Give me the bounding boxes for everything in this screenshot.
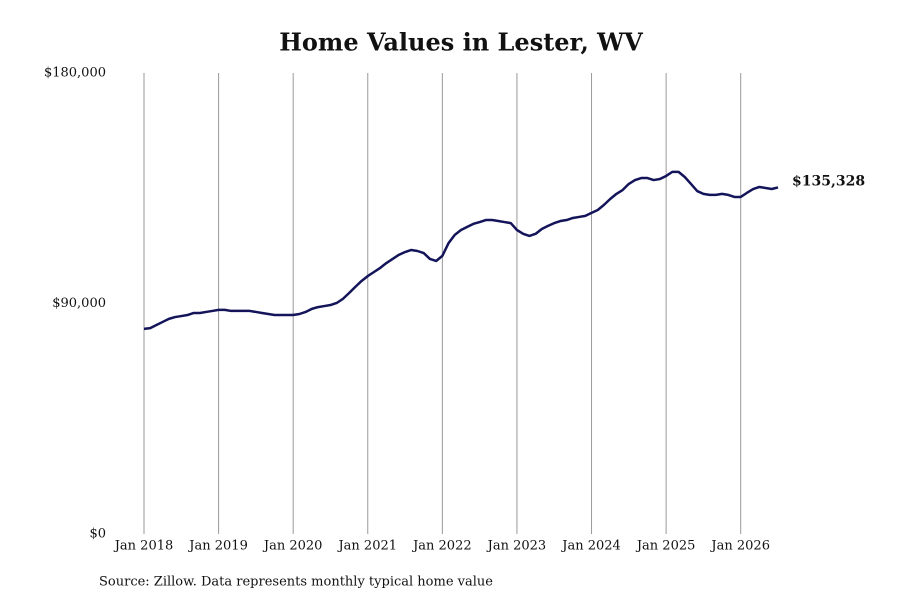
x-tick-label: Jan 2019 bbox=[187, 539, 248, 554]
y-tick-label: $0 bbox=[89, 527, 106, 542]
y-tick-label: $180,000 bbox=[44, 66, 106, 81]
x-tick-label: Jan 2026 bbox=[709, 539, 770, 554]
x-tick-label: Jan 2023 bbox=[486, 539, 547, 554]
source-note: Source: Zillow. Data represents monthly … bbox=[99, 575, 493, 590]
x-tick-label: Jan 2025 bbox=[635, 539, 696, 554]
y-tick-label: $90,000 bbox=[52, 296, 106, 311]
x-tick-label: Jan 2020 bbox=[262, 539, 323, 554]
data-line bbox=[143, 170, 779, 331]
x-tick-label: Jan 2018 bbox=[113, 539, 174, 554]
x-tick-label: Jan 2024 bbox=[560, 539, 621, 554]
x-tick-label: Jan 2022 bbox=[411, 539, 472, 554]
chart-title: Home Values in Lester, WV bbox=[279, 28, 643, 57]
x-tick-label: Jan 2021 bbox=[336, 539, 397, 554]
end-value-label: $135,328 bbox=[792, 173, 865, 189]
